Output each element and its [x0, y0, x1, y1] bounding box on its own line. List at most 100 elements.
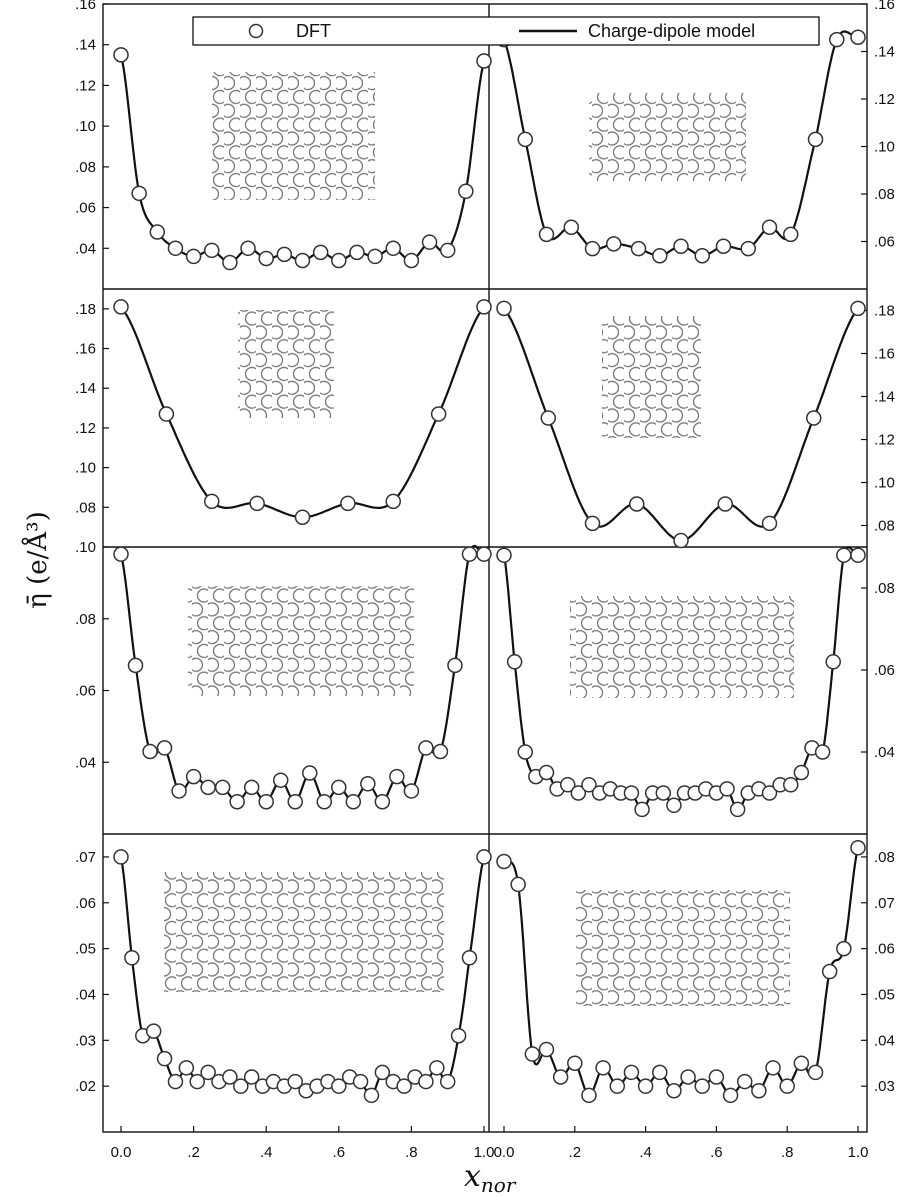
x-tick-label: 1.0 [848, 1144, 869, 1161]
y-tick-label: .10 [75, 539, 96, 556]
dft-point [637, 1078, 654, 1094]
dft-point [761, 219, 778, 235]
dft-point [609, 1078, 626, 1094]
panel-row3-left: .04 .06 .08 .10 [75, 539, 492, 810]
y-tick-label: .10 [75, 460, 96, 477]
lattice-insets [164, 72, 794, 1006]
dft-point [517, 744, 533, 760]
y-tick-label: .06 [874, 234, 895, 251]
dft-point [836, 940, 852, 957]
dft-point [229, 793, 245, 810]
legend-model-label: Charge-dipole model [588, 21, 755, 41]
x-tick-label: .4 [260, 1144, 273, 1161]
x-tick-label: 0.0 [111, 1144, 132, 1161]
dft-point [167, 240, 184, 257]
panel-row1-left: .04 .06 .08 .10 .12 .14 .16 [75, 0, 492, 271]
dft-point [538, 226, 555, 243]
dft-point [439, 242, 456, 259]
dft-point [496, 853, 512, 870]
dft-point [171, 783, 187, 799]
y-tick-label: .18 [75, 301, 96, 318]
dft-point [294, 509, 311, 525]
dft-point [538, 1041, 555, 1058]
dft-point [204, 242, 220, 259]
dft-point [496, 300, 512, 317]
y-tick-label: .04 [75, 754, 96, 771]
dft-point [360, 776, 376, 792]
dft-point [821, 963, 838, 980]
dft-point [751, 1082, 767, 1099]
dft-point [461, 546, 478, 562]
dft-point [374, 793, 391, 810]
dft-point [287, 793, 303, 810]
y-tick-label: .14 [75, 380, 96, 397]
dft-point [476, 299, 492, 315]
dft-point [385, 493, 401, 510]
lattice-inset-8 [576, 890, 790, 1006]
dft-point [127, 657, 144, 674]
dft-point [825, 654, 841, 670]
dft-point [623, 785, 640, 801]
dft-point [506, 654, 523, 670]
dft-point [421, 234, 438, 250]
y-tick-label: .03 [75, 1032, 96, 1049]
dft-point [158, 406, 175, 422]
y-tick-label: .07 [75, 849, 96, 866]
dft-point [349, 244, 365, 261]
dft-point [429, 1060, 445, 1076]
y-tick-label: .05 [75, 941, 96, 958]
dft-point [524, 1046, 541, 1062]
y-tick-label: .08 [874, 518, 895, 535]
y-tick-label: .04 [75, 240, 96, 257]
y-tick-label: .07 [874, 895, 895, 912]
dft-point [761, 515, 778, 532]
dft-point [142, 743, 158, 760]
dft-point [666, 1082, 682, 1099]
y-tick-label: .04 [874, 1032, 895, 1049]
y-tick-label: .02 [75, 1078, 96, 1095]
dft-point [655, 785, 672, 801]
y-tick-label: .16 [874, 0, 895, 13]
dft-point [559, 777, 576, 793]
dft-point [806, 410, 822, 426]
dft-point [630, 240, 647, 257]
plot-frame [102, 3, 868, 1133]
dft-point [567, 1055, 583, 1071]
x-tick-label: .6 [710, 1144, 723, 1161]
dft-point [538, 764, 555, 781]
dft-point [243, 1069, 260, 1085]
x-axis-label-sub: nor [481, 1173, 517, 1196]
dft-point [113, 546, 129, 562]
dft-point [814, 744, 831, 760]
dft-point [113, 299, 129, 315]
dft-point [345, 793, 362, 810]
dft-point [367, 248, 383, 265]
dft-point [793, 1055, 810, 1071]
y-tick-label: .12 [874, 91, 895, 108]
dft-point [765, 1060, 781, 1076]
dft-point [113, 849, 129, 865]
dft-point [652, 248, 668, 264]
y-tick-label: .08 [75, 611, 96, 628]
dft-point [418, 740, 434, 756]
dft-point [584, 240, 601, 257]
svg-text:xnor: xnor [464, 1159, 517, 1196]
dft-point [552, 1069, 569, 1085]
dft-point [581, 1087, 597, 1104]
dft-point [204, 493, 220, 510]
x-tick-label: 1.0 [474, 1144, 495, 1161]
dft-point [189, 1073, 205, 1090]
dft-point [476, 546, 492, 562]
dft-point [222, 254, 238, 271]
y-tick-label: .18 [874, 303, 895, 320]
dft-point [540, 410, 556, 426]
dft-point [430, 406, 447, 422]
y-tick-label: .14 [874, 44, 895, 61]
dft-point [680, 1069, 696, 1085]
lattice-inset-7 [164, 872, 444, 992]
dft-point [200, 1064, 216, 1081]
y-axis-label: η̄ (e/Å³) [21, 511, 53, 608]
dft-point [517, 131, 533, 148]
dft-point [131, 185, 147, 202]
x-tick-label: .6 [333, 1144, 346, 1161]
